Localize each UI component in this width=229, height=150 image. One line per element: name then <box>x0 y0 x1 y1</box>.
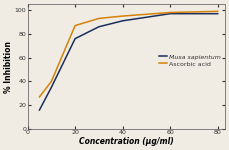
Ascorbic acid <box>121 15 124 17</box>
Musa sapientum <box>50 87 53 88</box>
Ascorbic acid <box>50 81 53 82</box>
Ascorbic acid <box>38 96 41 98</box>
Line: Musa sapientum: Musa sapientum <box>39 14 218 110</box>
Ascorbic acid <box>216 10 219 12</box>
Ascorbic acid <box>98 18 100 19</box>
Line: Ascorbic acid: Ascorbic acid <box>39 11 218 97</box>
Musa sapientum <box>121 20 124 22</box>
Ascorbic acid <box>74 25 76 27</box>
Musa sapientum <box>216 13 219 15</box>
Legend: Musa sapientum, Ascorbic acid: Musa sapientum, Ascorbic acid <box>158 53 222 68</box>
Musa sapientum <box>169 13 172 15</box>
Musa sapientum <box>38 109 41 111</box>
Musa sapientum <box>74 38 76 40</box>
X-axis label: Concentration (μg/ml): Concentration (μg/ml) <box>79 137 174 146</box>
Musa sapientum <box>98 26 100 28</box>
Y-axis label: % Inhibition: % Inhibition <box>4 41 13 93</box>
Ascorbic acid <box>169 12 172 13</box>
